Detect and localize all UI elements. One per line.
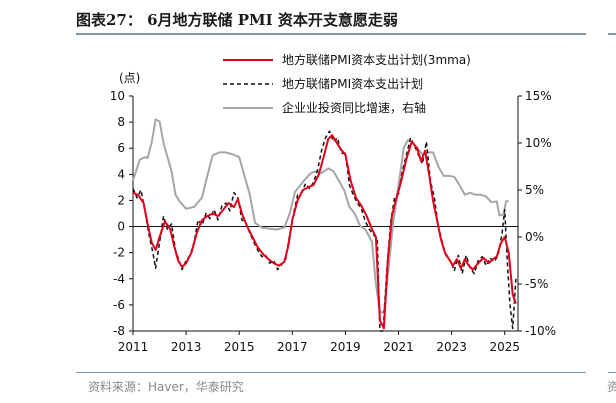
chart-series — [132, 118, 517, 332]
left-tick-label: -8 — [113, 324, 125, 338]
left-tick-label: -6 — [113, 298, 125, 312]
legend-label-3: 企业业投资同比增速，右轴 — [282, 100, 426, 115]
left-tick-label: -4 — [113, 272, 125, 286]
x-tick-label: 2017 — [277, 340, 308, 354]
x-tick-label: 2021 — [383, 340, 414, 354]
right-tick-label: -10% — [525, 324, 556, 338]
left-tick-label: 8 — [117, 115, 125, 129]
legend-label-2: 地方联储PMI资本支出计划 — [282, 76, 423, 91]
left-tick-label: 4 — [117, 167, 125, 181]
series-line-2 — [132, 130, 517, 332]
right-tick-label: -5% — [525, 277, 548, 291]
adjacent-panel-divider — [608, 33, 616, 35]
x-tick-label: 2023 — [436, 340, 467, 354]
right-tick-label: 5% — [525, 183, 544, 197]
chart-legend: 地方联储PMI资本支出计划(3mma) 地方联储PMI资本支出计划企业业投资同比增… — [223, 52, 471, 115]
right-tick-label: 0% — [525, 230, 544, 244]
y-axis-label: (点) — [119, 71, 140, 85]
series-line-1 — [132, 134, 517, 330]
chart-axes: -8 -6 -4 -2 0 2 4 6 8 10 -10% -5% 0% 5% 10% 15% 2011 2013… — [110, 89, 556, 354]
left-tick-label: 0 — [117, 220, 125, 234]
x-tick-label: 2025 — [489, 340, 520, 354]
x-tick-label: 2019 — [330, 340, 361, 354]
series-line-3 — [132, 118, 509, 314]
left-tick-label: 2 — [117, 193, 125, 207]
source-note: 资料来源：Haver，华泰研究 — [88, 380, 244, 394]
x-tick-label: 2013 — [171, 340, 202, 354]
x-tick-label: 2015 — [224, 340, 255, 354]
footer-divider — [76, 372, 586, 373]
adjacent-panel-footer-divider — [608, 372, 616, 373]
left-tick-label: -2 — [113, 246, 125, 260]
page-title: 图表27： 6月地方联储 PMI 资本开支意愿走弱 — [76, 11, 398, 29]
legend-label-1: 地方联储PMI资本支出计划(3mma) — [282, 52, 471, 67]
left-tick-label: 10 — [110, 89, 125, 103]
x-tick-label: 2011 — [118, 340, 149, 354]
left-tick-label: 6 — [117, 141, 125, 155]
title-divider — [76, 33, 586, 35]
right-tick-label: 10% — [525, 136, 552, 150]
adjacent-panel-source-fragment: 资 — [607, 380, 616, 394]
right-tick-label: 15% — [525, 89, 552, 103]
